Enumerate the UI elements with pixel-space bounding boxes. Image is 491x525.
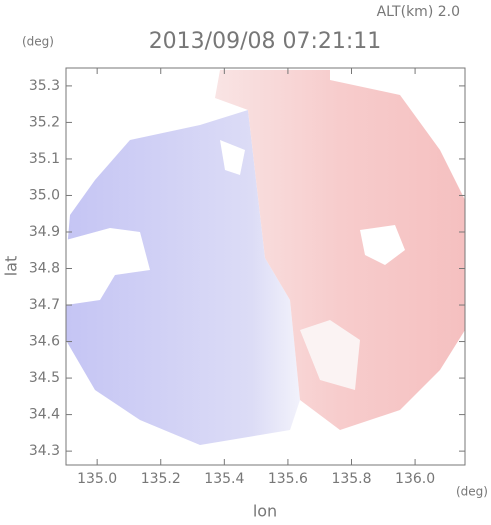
- x-tick-label: 136.0: [395, 471, 435, 487]
- y-tick-label: 34.9: [29, 224, 60, 240]
- y-tick-label: 35.0: [29, 187, 60, 203]
- y-tick-label: 35.2: [29, 114, 60, 130]
- no-echo: [66, 228, 150, 305]
- y-tick-label: 35.3: [29, 78, 60, 94]
- x-tick-label: 135.0: [77, 471, 117, 487]
- x-tick-label: 135.4: [204, 471, 244, 487]
- y-axis-label: lat: [2, 256, 21, 277]
- x-axis-label: lon: [253, 502, 277, 521]
- no-echo: [360, 225, 405, 265]
- chart-title: 2013/09/08 07:21:11: [149, 29, 382, 54]
- y-tick-label: 34.5: [29, 370, 60, 386]
- y-tick-label: 34.7: [29, 297, 60, 313]
- y-tick-label: 34.8: [29, 261, 60, 277]
- no-echo: [220, 140, 245, 175]
- velocity-field: [66, 70, 465, 445]
- y-unit: (deg): [22, 35, 54, 49]
- x-tick-label: 135.8: [331, 471, 371, 487]
- x-tick-label: 135.6: [268, 471, 308, 487]
- plot-frame: [65, 67, 466, 466]
- receding-region: [215, 70, 465, 430]
- y-tick-label: 34.3: [29, 443, 60, 459]
- approaching-region: [66, 110, 300, 445]
- x-tick-label: 135.2: [141, 471, 181, 487]
- weak-echo: [300, 320, 360, 390]
- y-tick-label: 34.6: [29, 334, 60, 350]
- altitude-label: ALT(km) 2.0: [377, 4, 460, 20]
- y-tick-label: 34.4: [29, 407, 60, 423]
- y-tick-label: 35.1: [29, 151, 60, 167]
- x-unit: (deg): [456, 485, 488, 499]
